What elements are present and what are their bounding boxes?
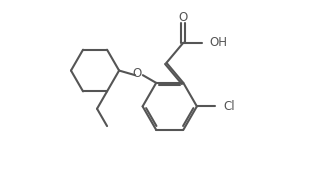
Text: OH: OH xyxy=(210,36,228,49)
Text: Cl: Cl xyxy=(224,100,235,113)
Text: O: O xyxy=(179,11,188,24)
Text: O: O xyxy=(133,67,142,80)
